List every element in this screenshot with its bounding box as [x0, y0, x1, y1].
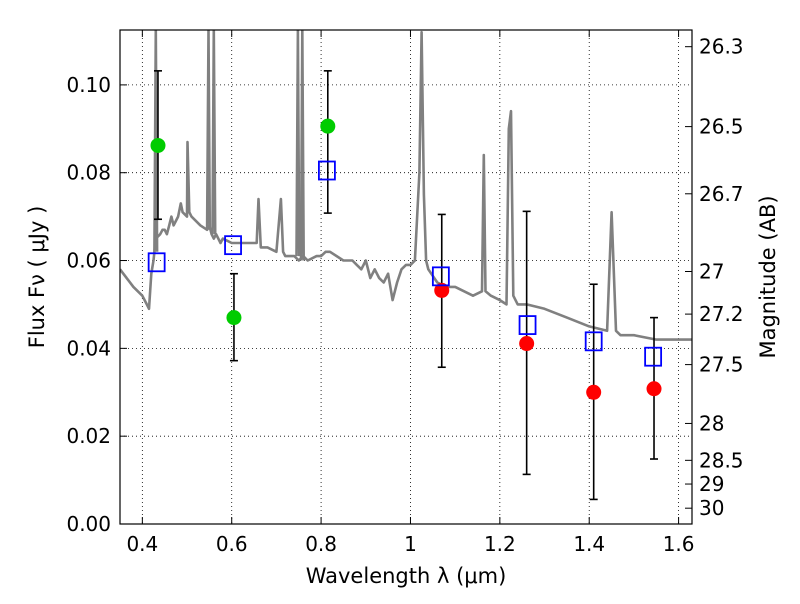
y-tick-label: 0.02: [66, 424, 111, 448]
right-tick-label: 28: [699, 411, 724, 435]
x-tick-label: 0.6: [216, 532, 248, 556]
right-tick-label: 30: [699, 496, 724, 520]
data-point: [519, 336, 535, 352]
model-point: [147, 252, 166, 273]
model-point: [431, 266, 450, 287]
plot-area: [120, 30, 692, 524]
sed-line: [120, 30, 692, 341]
data-point: [226, 310, 242, 326]
x-tick-label: 1.4: [573, 532, 605, 556]
data-point: [320, 118, 336, 134]
y-tick-label: 0.00: [66, 512, 111, 536]
data-point: [586, 384, 602, 400]
data-point: [646, 381, 662, 397]
sed-line: [205, 30, 212, 230]
model-point: [224, 235, 242, 256]
x-tick-label: 1.2: [484, 532, 516, 556]
model-point: [584, 331, 603, 352]
right-tick-label: 29: [699, 472, 724, 496]
right-tick-label: 26.5: [699, 115, 744, 139]
data-point: [150, 137, 166, 153]
right-axis-label: Magnitude (AB): [756, 195, 780, 358]
model-point: [318, 160, 336, 181]
right-tick-label: 27: [699, 260, 724, 284]
y-tick-label: 0.08: [66, 161, 111, 185]
right-tick-label: 26.7: [699, 182, 744, 206]
model-sed: [120, 30, 692, 341]
y-axis-label: Flux Fν ( μJy ): [25, 206, 49, 349]
right-tick-label: 26.3: [699, 35, 744, 59]
y-tick-label: 0.10: [66, 73, 111, 97]
right-tick-label: 27.2: [699, 302, 744, 326]
x-tick-label: 0.8: [305, 532, 337, 556]
right-tick-label: 27.5: [699, 353, 744, 377]
x-axis-label: Wavelength λ (μm): [306, 564, 507, 588]
model-point: [518, 315, 537, 335]
x-tick-label: 1: [404, 532, 417, 556]
x-tick-label: 0.4: [126, 532, 158, 556]
sed-line: [211, 30, 217, 235]
y-axis: 0.00 0.02 0.04 0.06 0.08 0.10: [66, 73, 127, 536]
x-tick-label: 1.6: [663, 532, 695, 556]
model-point: [644, 346, 663, 367]
sed-line: [295, 30, 301, 257]
sed-line: [153, 30, 159, 252]
y-tick-label: 0.04: [66, 336, 111, 360]
plot-frame: [119, 29, 693, 525]
sed-line: [299, 30, 305, 261]
right-tick-label: 28.5: [699, 448, 744, 472]
x-axis: 0.4 0.6 0.8 1 1.2 1.4 1.6: [126, 30, 695, 556]
data-point: [434, 282, 450, 298]
data-markers: [147, 118, 663, 400]
y-tick-label: 0.06: [66, 249, 111, 273]
